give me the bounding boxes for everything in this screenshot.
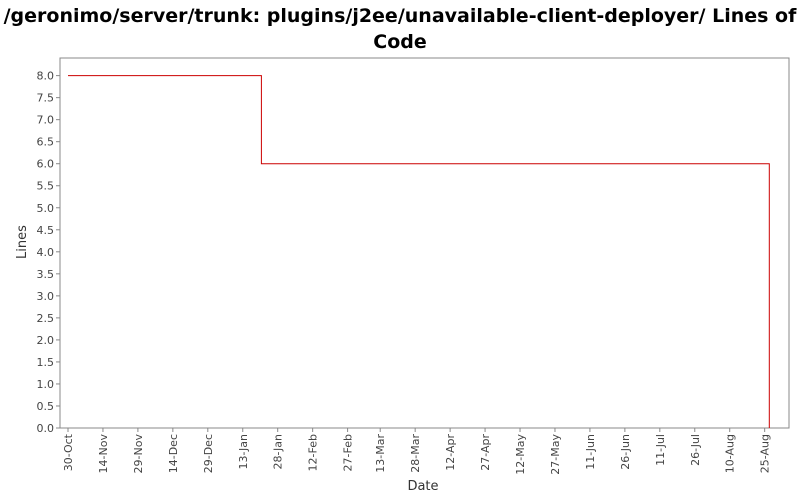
x-tick-label: 27-May <box>549 434 562 475</box>
y-tick-label: 5.0 <box>37 202 55 215</box>
y-tick-label: 5.5 <box>37 180 55 193</box>
y-tick-label: 2.5 <box>37 312 55 325</box>
y-axis: 0.0 0.5 1.0 1.5 2.0 2.5 3.0 3.5 4.0 4.5 5.0 5.5 6.0 6… <box>37 70 60 435</box>
x-tick-label: 26-Jul <box>689 434 702 466</box>
x-tick-label: 29-Nov <box>132 434 145 474</box>
x-tick-label: 14-Dec <box>167 434 180 473</box>
y-tick-label: 3.0 <box>37 290 55 303</box>
x-tick-label: 14-Nov <box>97 434 110 474</box>
x-tick-label: 27-Feb <box>342 434 355 471</box>
x-tick-label: 12-Feb <box>307 434 320 471</box>
y-tick-label: 0.0 <box>37 422 55 435</box>
y-tick-label: 6.5 <box>37 136 55 149</box>
y-tick-label: 7.5 <box>37 92 55 105</box>
y-tick-label: 1.5 <box>37 356 55 369</box>
y-tick-label: 3.5 <box>37 268 55 281</box>
y-axis-label: Lines <box>15 225 30 259</box>
y-tick-label: 4.5 <box>37 224 55 237</box>
y-tick-label: 2.0 <box>37 334 55 347</box>
x-axis: 30-Oct 14-Nov 29-Nov 14-Dec 29-Dec 13-Jan 28-J… <box>62 428 772 475</box>
x-tick-label: 27-Apr <box>479 434 492 471</box>
chart-title: /geronimo/server/trunk: plugins/j2ee/una… <box>3 5 797 53</box>
y-tick-label: 0.5 <box>37 400 55 413</box>
x-tick-label: 11-Jul <box>654 434 667 466</box>
y-tick-label: 7.0 <box>37 114 55 127</box>
series-line-0 <box>68 75 770 428</box>
x-tick-label: 30-Oct <box>62 433 75 471</box>
x-tick-label: 28-Jan <box>272 434 285 470</box>
y-tick-label: 6.0 <box>37 158 55 171</box>
series-layer <box>68 75 770 428</box>
x-tick-label: 25-Aug <box>759 434 772 473</box>
x-tick-label: 11-Jun <box>584 434 597 470</box>
x-axis-label: Date <box>407 479 438 494</box>
y-tick-label: 4.0 <box>37 246 55 259</box>
plot-area <box>59 57 790 429</box>
x-tick-label: 12-May <box>514 434 527 475</box>
x-tick-label: 26-Jun <box>619 434 632 470</box>
x-tick-label: 10-Aug <box>724 434 737 473</box>
x-tick-label: 13-Jan <box>237 434 250 470</box>
y-tick-label: 1.0 <box>37 378 55 391</box>
x-tick-label: 12-Apr <box>444 434 457 471</box>
y-tick-label: 8.0 <box>37 70 55 83</box>
x-tick-label: 13-Mar <box>374 434 387 473</box>
x-tick-label: 29-Dec <box>202 434 215 473</box>
x-tick-label: 28-Mar <box>409 434 422 473</box>
